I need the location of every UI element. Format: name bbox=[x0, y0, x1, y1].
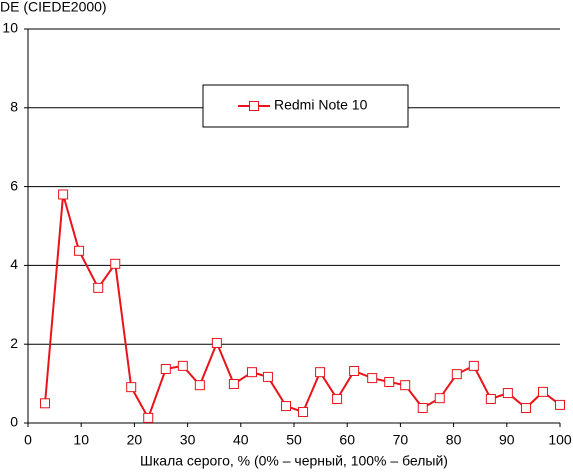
data-point bbox=[177, 360, 188, 371]
data-point bbox=[110, 258, 121, 269]
legend-box bbox=[202, 84, 409, 128]
x-axis-label: Шкала серого, % (0% – черный, 100% – бел… bbox=[140, 453, 448, 469]
data-point bbox=[468, 360, 479, 371]
data-point bbox=[367, 373, 378, 384]
x-tick-label: 30 bbox=[180, 432, 196, 448]
y-tick-label: 8 bbox=[10, 99, 18, 115]
data-point bbox=[384, 377, 395, 388]
data-point bbox=[74, 245, 85, 256]
y-tick-label: 6 bbox=[10, 177, 18, 193]
data-point bbox=[451, 369, 462, 380]
data-point bbox=[298, 406, 309, 417]
data-point bbox=[143, 412, 154, 423]
data-point bbox=[194, 380, 205, 391]
data-point bbox=[315, 367, 326, 378]
x-tick-label: 10 bbox=[73, 432, 89, 448]
data-point bbox=[281, 401, 292, 412]
data-point bbox=[555, 399, 565, 410]
data-point bbox=[228, 378, 239, 389]
data-point bbox=[537, 386, 548, 397]
data-point bbox=[126, 382, 137, 393]
data-point bbox=[211, 338, 222, 349]
y-tick-label: 0 bbox=[10, 414, 18, 430]
x-tick-label: 50 bbox=[286, 432, 302, 448]
y-tick-label: 10 bbox=[2, 20, 18, 36]
x-tick-label: 90 bbox=[499, 432, 515, 448]
x-tick-label: 20 bbox=[127, 432, 143, 448]
data-point bbox=[502, 388, 513, 399]
data-point bbox=[520, 403, 531, 414]
legend-label: Redmi Note 10 bbox=[274, 97, 368, 113]
data-point bbox=[246, 367, 257, 378]
y-tick-label: 4 bbox=[10, 256, 18, 272]
data-point bbox=[332, 393, 343, 404]
series-line bbox=[44, 194, 561, 421]
data-point bbox=[160, 364, 171, 375]
data-point bbox=[400, 380, 411, 391]
data-point bbox=[485, 393, 496, 404]
data-point bbox=[417, 403, 428, 414]
x-tick-label: 100 bbox=[548, 432, 572, 448]
data-point bbox=[349, 365, 360, 376]
y-tick-label: 2 bbox=[10, 335, 18, 351]
data-point bbox=[262, 371, 273, 382]
x-tick-label: 60 bbox=[339, 432, 355, 448]
data-point bbox=[434, 393, 445, 404]
x-tick-label: 70 bbox=[393, 432, 409, 448]
data-point bbox=[58, 189, 69, 200]
data-point bbox=[93, 282, 104, 293]
data-point bbox=[40, 398, 51, 409]
legend-marker bbox=[249, 101, 259, 111]
y-axis-label: DE (CIEDE2000) bbox=[0, 0, 107, 15]
x-tick-label: 40 bbox=[233, 432, 249, 448]
x-tick-label: 80 bbox=[446, 432, 462, 448]
x-tick-label: 0 bbox=[24, 432, 32, 448]
